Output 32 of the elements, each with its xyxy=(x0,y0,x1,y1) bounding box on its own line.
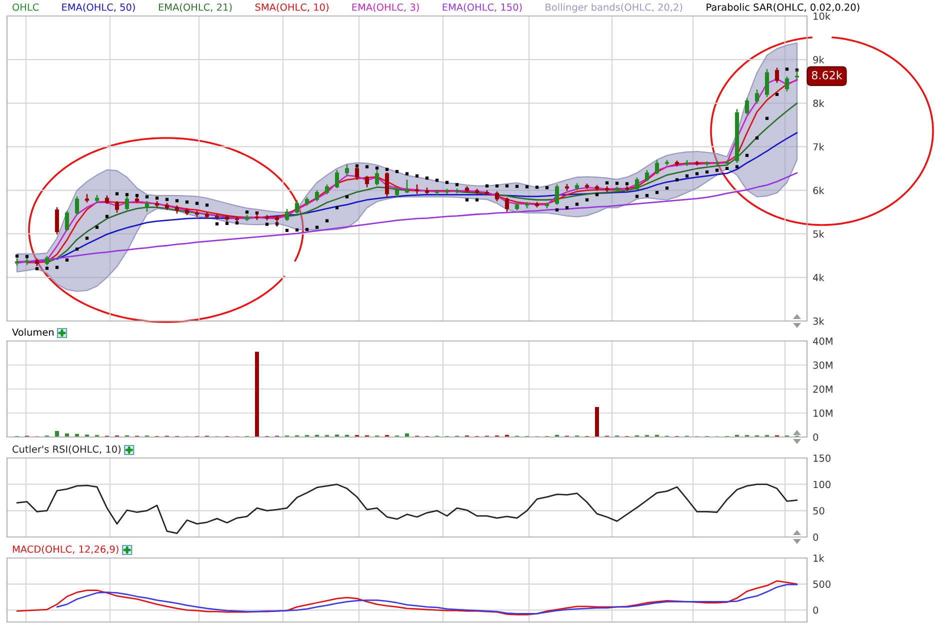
y-tick-label: 50 xyxy=(813,507,824,514)
legend-label: Bollinger bands(OHLC, 20,2) xyxy=(546,3,682,13)
y-tick-label: 4k xyxy=(813,274,824,282)
y-tick-label: 150 xyxy=(814,454,830,462)
y-tick-label: 7k xyxy=(813,143,824,150)
y-tick-label: 500 xyxy=(813,580,830,588)
text: Parabolic SAR(OHLC, 0.02,0.20) xyxy=(706,3,860,12)
y-tick-label: 0 xyxy=(813,533,818,541)
y-tick-label: 10M xyxy=(814,409,832,417)
annotation: 8.62k xyxy=(812,70,842,80)
y-tick-label: 40M xyxy=(813,337,832,345)
text: SMA(OHLC, 10) xyxy=(255,3,328,12)
y-tick-label: 100 xyxy=(814,480,830,488)
y-tick-label: 30M xyxy=(813,361,832,369)
y-tick-label: 10k xyxy=(814,12,831,20)
y-tick-label: 6k xyxy=(813,186,824,194)
y-tick-label: 0 xyxy=(813,606,818,614)
text: EMA(OHLC, 3) xyxy=(352,3,419,12)
text: Cutler's RSI(OHLC, 10) xyxy=(12,445,121,454)
text: OHLC xyxy=(12,3,39,11)
text: EMA(OHLC, 50) xyxy=(62,3,135,12)
text: MACD(OHLC, 12,26,9) xyxy=(12,545,118,554)
y-tick-label: 1k xyxy=(814,554,824,562)
y-tick-label: 9k xyxy=(813,56,824,64)
text: EMA(OHLC, 21) xyxy=(158,3,232,12)
text: EMA(OHLC, 150) xyxy=(442,3,522,12)
y-tick-label: 20M xyxy=(813,385,832,393)
y-tick-label: 8k xyxy=(813,99,824,107)
y-tick-label: 3k xyxy=(813,317,824,325)
y-tick-label: 0 xyxy=(813,433,818,441)
y-tick-label: 5k xyxy=(813,230,824,238)
chart-title: Volumen xyxy=(12,328,54,336)
